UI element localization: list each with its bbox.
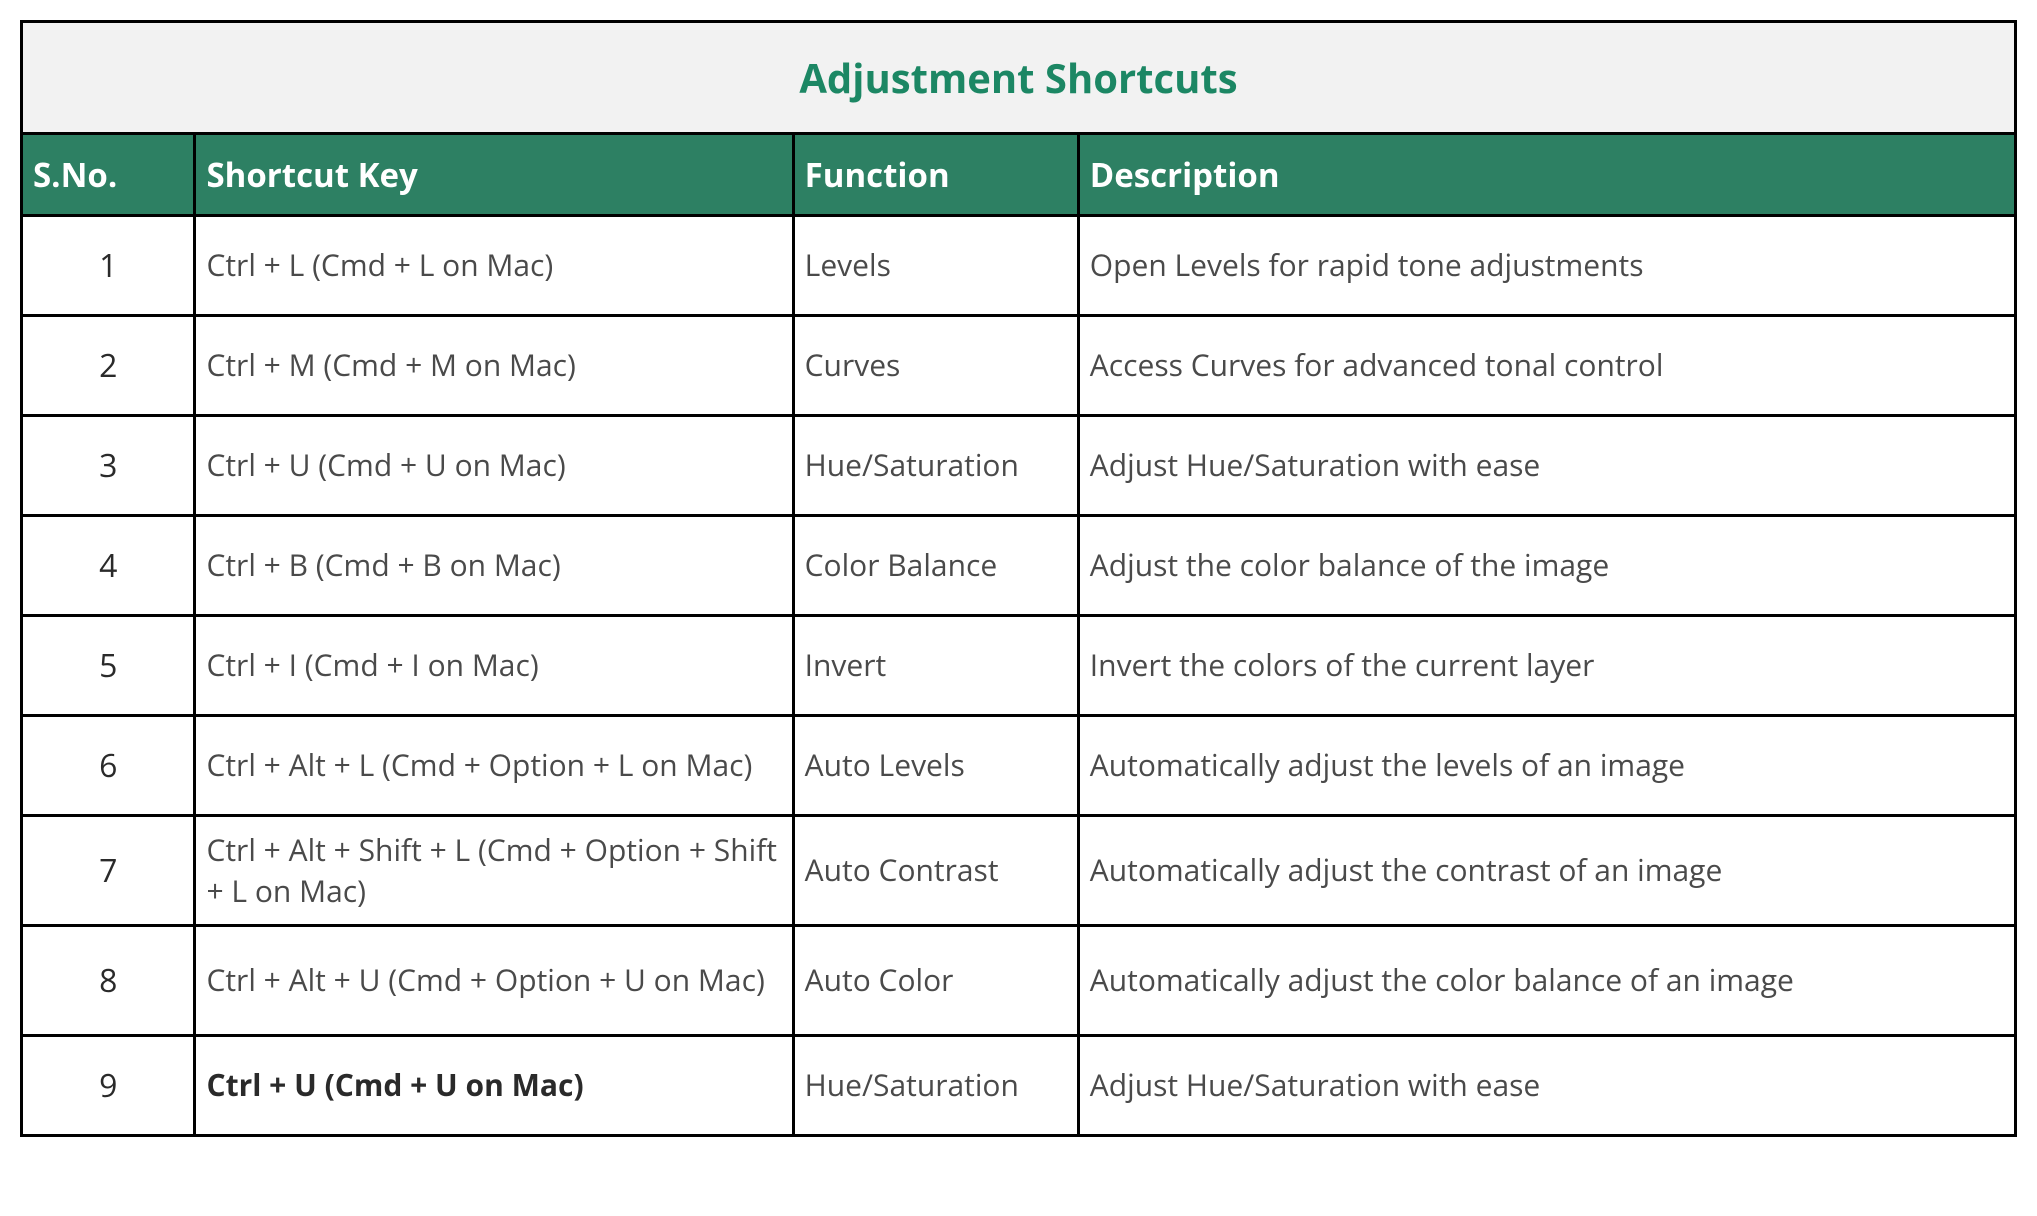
table-row: 3 Ctrl + U (Cmd + U on Mac) Hue/Saturati… xyxy=(22,416,2016,516)
cell-sno: 2 xyxy=(22,316,195,416)
cell-sno: 5 xyxy=(22,616,195,716)
cell-sno: 8 xyxy=(22,926,195,1036)
table-title-row: Adjustment Shortcuts xyxy=(22,22,2016,134)
cell-description: Invert the colors of the current layer xyxy=(1078,616,2015,716)
cell-function: Curves xyxy=(793,316,1078,416)
table-row: 6 Ctrl + Alt + L (Cmd + Option + L on Ma… xyxy=(22,716,2016,816)
table-row: 8 Ctrl + Alt + U (Cmd + Option + U on Ma… xyxy=(22,926,2016,1036)
cell-shortcut-key: Ctrl + I (Cmd + I on Mac) xyxy=(195,616,793,716)
cell-sno: 4 xyxy=(22,516,195,616)
cell-description: Access Curves for advanced tonal control xyxy=(1078,316,2015,416)
cell-function: Hue/Saturation xyxy=(793,416,1078,516)
cell-function: Levels xyxy=(793,216,1078,316)
cell-shortcut-key: Ctrl + B (Cmd + B on Mac) xyxy=(195,516,793,616)
table-row: 1 Ctrl + L (Cmd + L on Mac) Levels Open … xyxy=(22,216,2016,316)
shortcuts-table: Adjustment Shortcuts S.No. Shortcut Key … xyxy=(20,20,2017,1137)
table-row: 9 Ctrl + U (Cmd + U on Mac) Hue/Saturati… xyxy=(22,1036,2016,1136)
cell-description: Automatically adjust the color balance o… xyxy=(1078,926,2015,1036)
cell-shortcut-key: Ctrl + U (Cmd + U on Mac) xyxy=(195,416,793,516)
table-row: 2 Ctrl + M (Cmd + M on Mac) Curves Acces… xyxy=(22,316,2016,416)
table-title: Adjustment Shortcuts xyxy=(22,22,2016,134)
cell-function: Invert xyxy=(793,616,1078,716)
col-header-description: Description xyxy=(1078,134,2015,216)
cell-sno: 9 xyxy=(22,1036,195,1136)
cell-function: Auto Levels xyxy=(793,716,1078,816)
cell-description: Adjust Hue/Saturation with ease xyxy=(1078,416,2015,516)
cell-shortcut-key: Ctrl + M (Cmd + M on Mac) xyxy=(195,316,793,416)
col-header-shortcut-key: Shortcut Key xyxy=(195,134,793,216)
cell-shortcut-key: Ctrl + Alt + Shift + L (Cmd + Option + S… xyxy=(195,816,793,926)
cell-description: Adjust the color balance of the image xyxy=(1078,516,2015,616)
cell-description: Automatically adjust the levels of an im… xyxy=(1078,716,2015,816)
page-container: Adjustment Shortcuts S.No. Shortcut Key … xyxy=(0,0,2037,1157)
cell-shortcut-key: Ctrl + U (Cmd + U on Mac) xyxy=(195,1036,793,1136)
cell-sno: 1 xyxy=(22,216,195,316)
table-row: 5 Ctrl + I (Cmd + I on Mac) Invert Inver… xyxy=(22,616,2016,716)
cell-description: Open Levels for rapid tone adjustments xyxy=(1078,216,2015,316)
col-header-function: Function xyxy=(793,134,1078,216)
cell-shortcut-key: Ctrl + Alt + U (Cmd + Option + U on Mac) xyxy=(195,926,793,1036)
cell-description: Adjust Hue/Saturation with ease xyxy=(1078,1036,2015,1136)
col-header-sno: S.No. xyxy=(22,134,195,216)
cell-shortcut-key: Ctrl + Alt + L (Cmd + Option + L on Mac) xyxy=(195,716,793,816)
table-row: 4 Ctrl + B (Cmd + B on Mac) Color Balanc… xyxy=(22,516,2016,616)
table-header-row: S.No. Shortcut Key Function Description xyxy=(22,134,2016,216)
cell-sno: 6 xyxy=(22,716,195,816)
cell-sno: 7 xyxy=(22,816,195,926)
cell-function: Auto Contrast xyxy=(793,816,1078,926)
cell-function: Hue/Saturation xyxy=(793,1036,1078,1136)
cell-shortcut-key: Ctrl + L (Cmd + L on Mac) xyxy=(195,216,793,316)
cell-function: Auto Color xyxy=(793,926,1078,1036)
cell-function: Color Balance xyxy=(793,516,1078,616)
cell-sno: 3 xyxy=(22,416,195,516)
cell-description: Automatically adjust the contrast of an … xyxy=(1078,816,2015,926)
table-row: 7 Ctrl + Alt + Shift + L (Cmd + Option +… xyxy=(22,816,2016,926)
